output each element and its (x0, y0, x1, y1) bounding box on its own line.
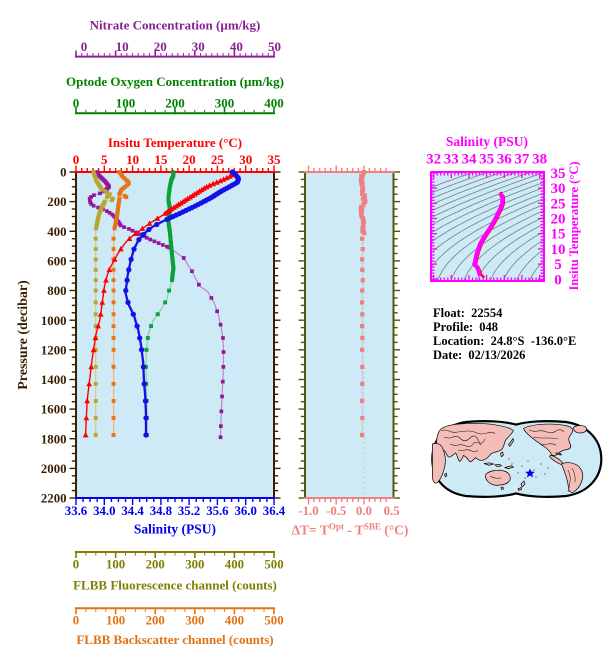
svg-text:400: 400 (225, 614, 244, 628)
svg-text:30: 30 (239, 152, 252, 167)
svg-text:25: 25 (551, 196, 566, 212)
svg-text:20: 20 (183, 152, 196, 167)
svg-text:0: 0 (73, 558, 79, 572)
svg-text:0.0: 0.0 (356, 504, 372, 518)
svg-text:36: 36 (497, 152, 513, 168)
svg-text:35.2: 35.2 (178, 504, 200, 518)
svg-text:40: 40 (230, 39, 243, 54)
svg-text:Salinity (PSU): Salinity (PSU) (446, 134, 528, 149)
svg-text:500: 500 (264, 614, 283, 628)
svg-text:Float: 22554: Float: 22554 (433, 306, 503, 320)
svg-text:400: 400 (47, 225, 66, 239)
svg-text:2000: 2000 (41, 462, 67, 476)
svg-text:15: 15 (154, 152, 168, 167)
svg-text:Salinity (PSU): Salinity (PSU) (134, 522, 216, 537)
svg-text:800: 800 (47, 284, 66, 298)
svg-text:600: 600 (47, 255, 66, 269)
svg-text:20: 20 (551, 212, 566, 228)
svg-text:100: 100 (106, 614, 125, 628)
svg-text:33: 33 (444, 152, 459, 168)
svg-text:25: 25 (211, 152, 225, 167)
svg-text:20: 20 (154, 39, 167, 54)
svg-text:0: 0 (554, 272, 562, 288)
svg-text:34.0: 34.0 (93, 504, 115, 518)
svg-text:300: 300 (185, 558, 204, 572)
svg-text:35: 35 (551, 166, 566, 182)
svg-text:36.4: 36.4 (263, 504, 286, 518)
svg-text:0: 0 (73, 96, 80, 111)
svg-text:200: 200 (165, 96, 185, 111)
svg-text:Pressure (decibar): Pressure (decibar) (16, 280, 31, 390)
svg-text:200: 200 (146, 558, 165, 572)
svg-text:Profile: 048: Profile: 048 (433, 320, 498, 334)
svg-text:10: 10 (551, 242, 566, 258)
svg-text:5: 5 (554, 257, 562, 273)
svg-text:400: 400 (264, 96, 284, 111)
svg-text:30: 30 (192, 39, 205, 54)
svg-text:Location: 24.8°S -136.0°E: Location: 24.8°S -136.0°E (433, 334, 576, 348)
svg-text:0: 0 (60, 166, 66, 180)
svg-text:ΔT= TOpt - TSBE (°C): ΔT= TOpt - TSBE (°C) (292, 522, 409, 538)
svg-text:400: 400 (225, 558, 244, 572)
svg-text:50: 50 (268, 39, 281, 54)
svg-text:200: 200 (146, 614, 165, 628)
svg-text:34.8: 34.8 (150, 504, 172, 518)
svg-text:1800: 1800 (41, 432, 67, 446)
svg-text:100: 100 (106, 558, 125, 572)
svg-text:10: 10 (126, 152, 139, 167)
svg-text:0: 0 (73, 152, 80, 167)
svg-text:200: 200 (47, 195, 66, 209)
svg-text:Date: 02/13/2026: Date: 02/13/2026 (433, 348, 525, 362)
svg-text:30: 30 (551, 181, 566, 197)
svg-text:0: 0 (81, 39, 88, 54)
svg-text:10: 10 (116, 39, 129, 54)
svg-text:-1.0: -1.0 (298, 504, 318, 518)
svg-text:Insitu Temperature (°C): Insitu Temperature (°C) (567, 161, 581, 290)
svg-text:300: 300 (185, 614, 204, 628)
svg-text:0.5: 0.5 (384, 504, 400, 518)
svg-text:36.0: 36.0 (234, 504, 256, 518)
svg-text:35: 35 (479, 152, 494, 168)
svg-text:Insitu Temperature (°C): Insitu Temperature (°C) (108, 135, 242, 150)
svg-text:32: 32 (426, 152, 441, 168)
svg-text:5: 5 (101, 152, 108, 167)
svg-text:37: 37 (514, 152, 530, 168)
svg-text:38: 38 (532, 152, 547, 168)
svg-text:34.4: 34.4 (121, 504, 144, 518)
svg-text:1000: 1000 (41, 314, 67, 328)
svg-text:1600: 1600 (41, 403, 67, 417)
svg-text:33.6: 33.6 (65, 504, 88, 518)
svg-text:500: 500 (264, 558, 283, 572)
svg-text:FLBB Fluorescence channel (cou: FLBB Fluorescence channel (counts) (73, 578, 277, 593)
svg-text:35.6: 35.6 (206, 504, 229, 518)
svg-text:300: 300 (215, 96, 235, 111)
svg-text:1400: 1400 (41, 373, 67, 387)
svg-text:34: 34 (462, 152, 478, 168)
svg-text:-0.5: -0.5 (326, 504, 346, 518)
svg-text:Nitrate Concentration (µm/kg): Nitrate Concentration (µm/kg) (90, 18, 261, 33)
svg-text:2200: 2200 (41, 492, 67, 506)
svg-text:FLBB Backscatter channel (coun: FLBB Backscatter channel (counts) (76, 632, 273, 647)
svg-text:Optode Oxygen Concentration (µ: Optode Oxygen Concentration (µm/kg) (66, 74, 284, 89)
svg-text:0: 0 (73, 614, 79, 628)
svg-text:100: 100 (116, 96, 136, 111)
svg-text:35: 35 (268, 152, 282, 167)
svg-text:15: 15 (551, 227, 566, 243)
svg-text:1200: 1200 (41, 343, 67, 357)
